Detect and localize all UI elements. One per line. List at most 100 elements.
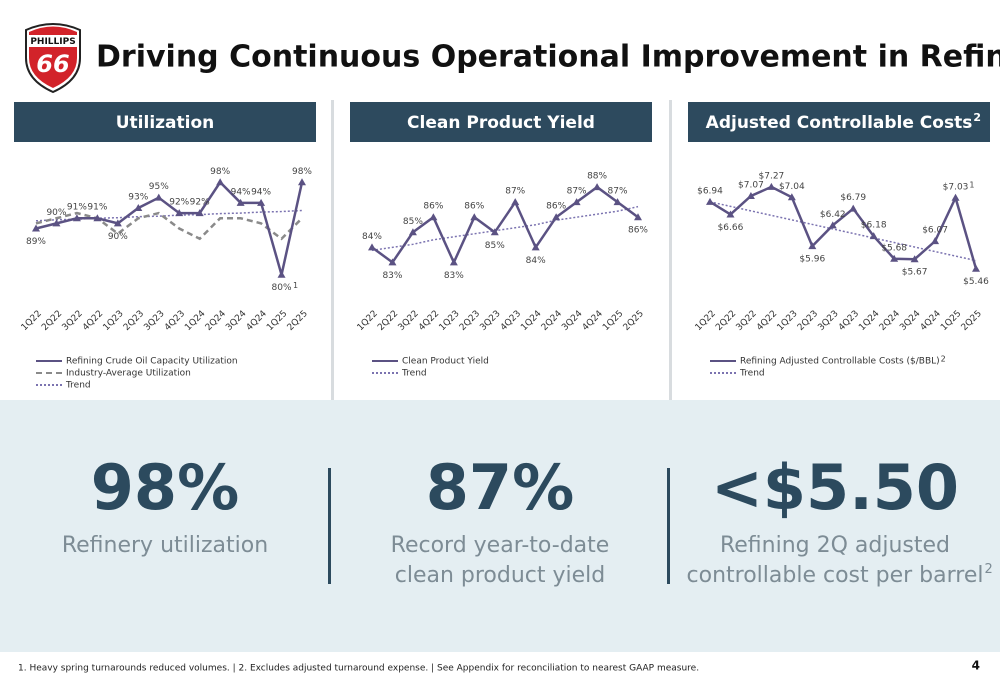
data-label: 98% bbox=[292, 167, 312, 177]
x-tick-label: 3Q22 bbox=[397, 309, 421, 333]
data-label: $7.27 bbox=[759, 171, 785, 181]
series-line bbox=[709, 185, 978, 270]
footnote: 1. Heavy spring turnarounds reduced volu… bbox=[18, 664, 699, 674]
chart-title-bar bbox=[14, 102, 316, 142]
point-marker bbox=[828, 221, 837, 229]
x-tick-label: 1Q25 bbox=[265, 309, 289, 333]
chart-title-bar bbox=[688, 102, 990, 142]
point-marker bbox=[746, 191, 755, 199]
x-tick-label: 1Q22 bbox=[20, 309, 44, 333]
x-tick-label: 2Q23 bbox=[458, 309, 482, 333]
stats-band bbox=[0, 400, 1000, 652]
x-tick-label: 1Q25 bbox=[601, 309, 625, 333]
chart-title: Clean Product Yield bbox=[407, 113, 595, 133]
legend-label: Clean Product Yield bbox=[402, 357, 489, 367]
x-tick-label: 1Q22 bbox=[694, 309, 718, 333]
point-marker bbox=[767, 182, 776, 190]
data-label: 87% bbox=[567, 187, 587, 197]
data-label: 86% bbox=[464, 202, 484, 212]
legend-label: Refining Crude Oil Capacity Utilization bbox=[66, 357, 238, 367]
point-marker bbox=[408, 228, 417, 236]
legend-label: Trend bbox=[739, 369, 765, 379]
point-marker bbox=[593, 183, 602, 191]
separator bbox=[669, 100, 672, 400]
x-tick-label: 1Q22 bbox=[356, 309, 380, 333]
data-label: $6.94 bbox=[697, 186, 723, 196]
data-label: $6.79 bbox=[840, 193, 866, 203]
point-marker bbox=[869, 232, 878, 240]
point-marker bbox=[890, 254, 899, 262]
x-tick-label: 4Q22 bbox=[81, 309, 105, 333]
x-tick-label: 4Q22 bbox=[755, 309, 779, 333]
x-tick-label: 3Q24 bbox=[224, 309, 248, 333]
point-marker bbox=[216, 178, 225, 186]
x-tick-label: 2Q23 bbox=[796, 309, 820, 333]
stat-caption: controllable cost per barrel bbox=[687, 563, 984, 588]
stat-caption: clean product yield bbox=[395, 563, 606, 588]
legend-label: Refining Adjusted Controllable Costs ($/… bbox=[740, 357, 940, 367]
separator bbox=[331, 100, 334, 400]
x-tick-label: 1Q24 bbox=[857, 309, 881, 333]
data-label: 94% bbox=[231, 187, 251, 197]
separator bbox=[328, 468, 331, 584]
chart-title: Adjusted Controllable Costs bbox=[706, 113, 973, 133]
x-tick-label: 2Q25 bbox=[960, 309, 984, 333]
point-marker bbox=[195, 209, 204, 217]
series-line bbox=[709, 201, 977, 262]
point-marker bbox=[808, 242, 817, 250]
point-marker bbox=[511, 198, 520, 206]
stat-value: <$5.50 bbox=[711, 451, 959, 524]
x-tick-label: 3Q22 bbox=[735, 309, 759, 333]
legend-label: Trend bbox=[65, 381, 91, 391]
separator bbox=[667, 468, 670, 584]
point-marker bbox=[634, 213, 642, 221]
data-label: $6.42 bbox=[820, 210, 846, 220]
x-tick-label: 2Q25 bbox=[286, 309, 310, 333]
logo: PHILLIPS 66 bbox=[25, 23, 81, 94]
point-marker bbox=[849, 204, 858, 212]
stat-caption: Refining 2Q adjusted bbox=[720, 533, 950, 558]
data-label: 98% bbox=[210, 167, 230, 177]
superscript: 1 bbox=[293, 281, 298, 290]
x-tick-label: 3Q23 bbox=[816, 309, 840, 333]
point-marker bbox=[277, 270, 286, 278]
data-label: 93% bbox=[128, 192, 148, 202]
data-label: $7.04 bbox=[779, 182, 805, 192]
x-tick-label: 2Q25 bbox=[622, 309, 646, 333]
x-tick-label: 2Q24 bbox=[878, 309, 902, 333]
x-tick-label: 2Q24 bbox=[204, 309, 228, 333]
data-label: $6.07 bbox=[922, 226, 948, 236]
data-label: 83% bbox=[444, 271, 464, 281]
data-label: 80% bbox=[272, 283, 292, 293]
x-tick-label: 2Q22 bbox=[40, 309, 64, 333]
point-marker bbox=[388, 258, 397, 266]
point-marker bbox=[429, 213, 438, 221]
x-tick-label: 1Q24 bbox=[183, 309, 207, 333]
x-tick-label: 3Q24 bbox=[898, 309, 922, 333]
x-tick-label: 1Q23 bbox=[438, 309, 462, 333]
point-marker bbox=[706, 197, 714, 205]
stat-caption: Record year-to-date bbox=[391, 533, 610, 558]
data-label: 91% bbox=[67, 203, 87, 213]
x-tick-label: 4Q24 bbox=[581, 309, 605, 333]
x-tick-label: 3Q22 bbox=[61, 309, 85, 333]
data-label: $6.18 bbox=[861, 221, 887, 231]
x-tick-label: 4Q23 bbox=[837, 309, 861, 333]
point-marker bbox=[257, 198, 266, 206]
x-tick-label: 1Q23 bbox=[776, 309, 800, 333]
data-label: 85% bbox=[485, 241, 505, 251]
point-marker bbox=[572, 198, 581, 206]
data-label: 87% bbox=[608, 187, 628, 197]
point-marker bbox=[368, 243, 376, 251]
logo-number: 66 bbox=[36, 50, 69, 78]
data-label: 92% bbox=[169, 198, 189, 208]
point-marker bbox=[72, 214, 81, 222]
chart-title: Utilization bbox=[116, 113, 215, 133]
stat-caption: Refinery utilization bbox=[62, 533, 268, 558]
x-tick-label: 2Q23 bbox=[122, 309, 146, 333]
x-tick-label: 4Q24 bbox=[919, 309, 943, 333]
data-label: $7.07 bbox=[738, 180, 764, 190]
superscript: 2 bbox=[941, 355, 946, 364]
slide-title: Driving Continuous Operational Improveme… bbox=[96, 40, 1000, 75]
